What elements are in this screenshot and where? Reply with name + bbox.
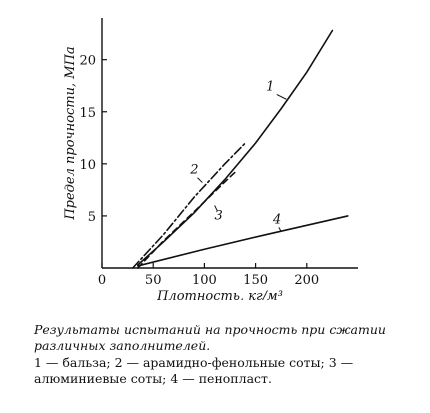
y-tick-label: 5 [88,210,96,225]
chart: 0 50 100 150 200 5 10 15 20 Плотность, кг/м³ Пред… [63,18,358,300]
y-tick-label: 15 [79,106,96,121]
axes: 0 50 100 150 200 5 10 15 20 [79,18,358,288]
y-tick-label: 10 [79,158,96,173]
labels: Плотность, кг/м³ Предел прочности, МПа 1 2 3… [63,46,287,300]
curve-leader-1 [276,94,287,100]
x-tick-label: 100 [192,273,217,288]
y-tick-label: 20 [79,54,96,69]
curve-label-1: 1 [266,79,274,94]
curve-leader-2 [197,177,203,183]
x-tick-label: 0 [98,273,106,288]
caption-legend: 1 — бальза; 2 — арамидно-фенольные соты;… [34,355,354,386]
x-tick-label: 50 [145,273,162,288]
figure-caption: Результаты испытаний на прочность при сж… [34,322,424,387]
curve-label-4: 4 [272,213,281,228]
series-line-2 [131,142,247,269]
curve-label-3: 3 [214,209,222,224]
x-tick-label: 150 [243,273,268,288]
curve-leader-4 [278,227,282,232]
series-layer [131,29,349,269]
curve-leader-3 [214,205,218,211]
x-axis-label: Плотность, кг/м³ [156,289,283,300]
curve-label-2: 2 [189,163,198,178]
series-line-4 [137,215,349,267]
y-axis-label: Предел прочности, МПа [63,46,78,220]
x-tick-label: 200 [294,273,319,288]
caption-title: Результаты испытаний на прочность при сж… [34,322,386,353]
series-line-3 [137,171,236,269]
